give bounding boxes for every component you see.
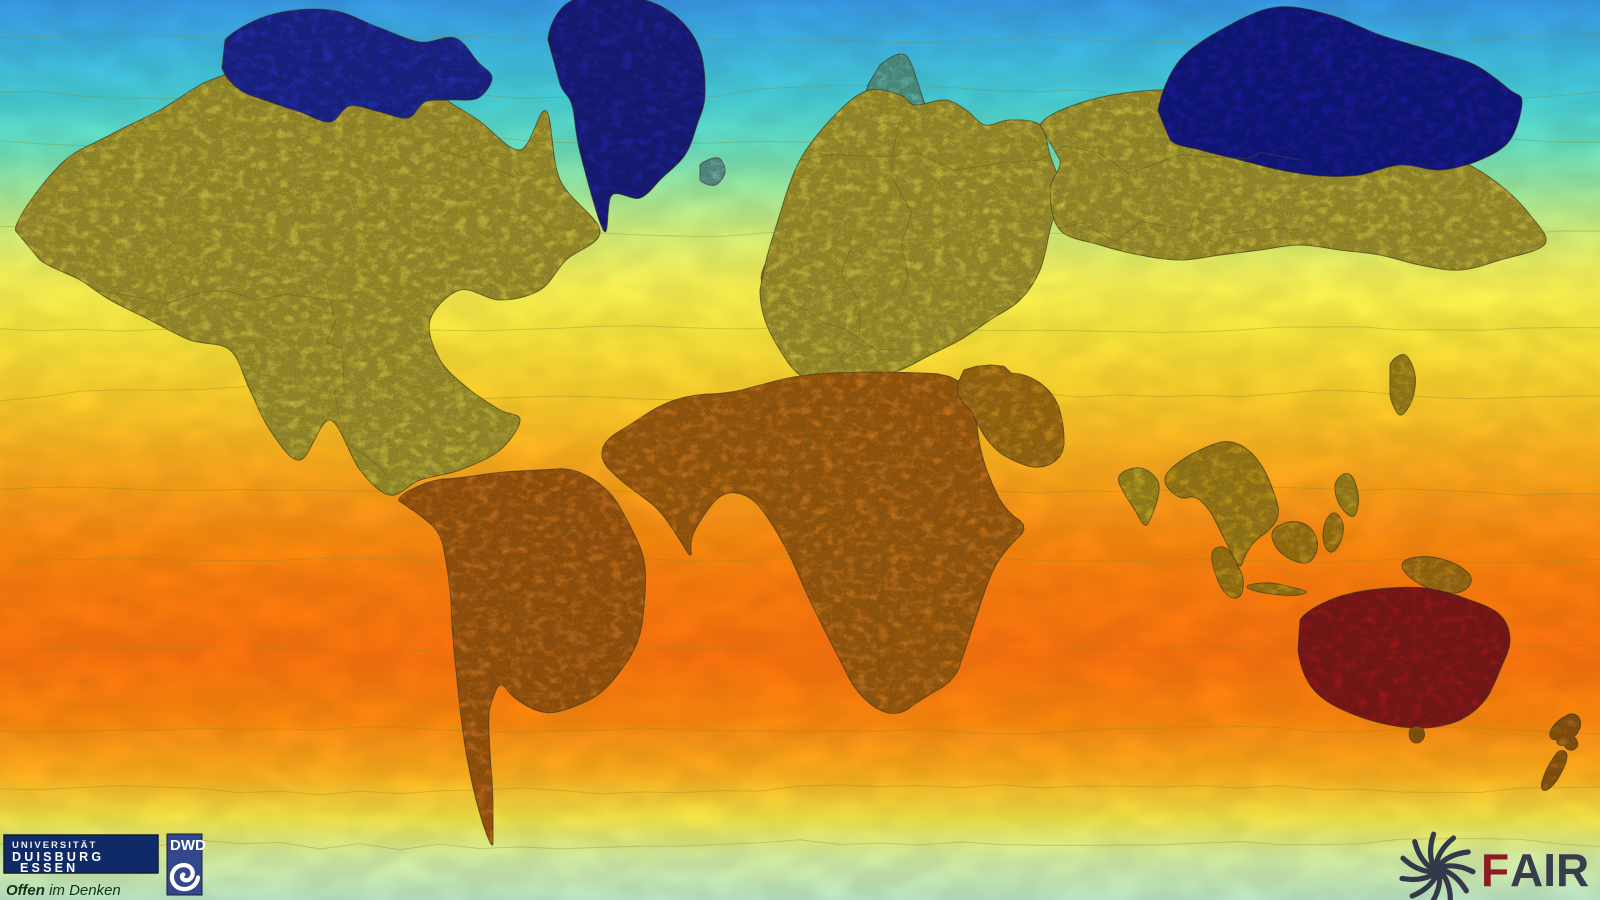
svg-text:AIR: AIR — [1510, 844, 1589, 896]
svg-text:Offen im Denken: Offen im Denken — [6, 882, 121, 899]
svg-text:F: F — [1481, 844, 1509, 896]
svg-text:ESSEN: ESSEN — [20, 861, 78, 875]
svg-text:DWD: DWD — [170, 837, 206, 854]
